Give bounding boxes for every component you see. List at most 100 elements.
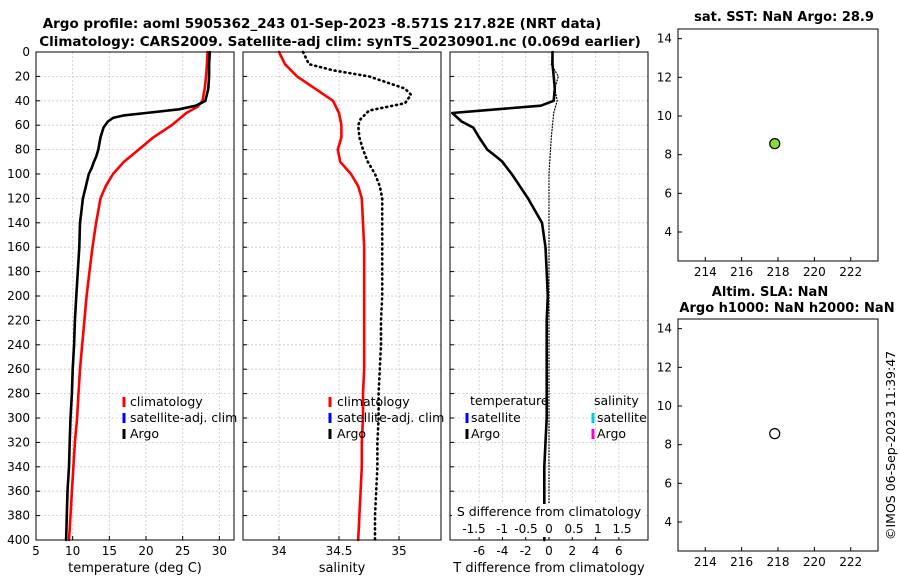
y-tick-label: 14 [657, 322, 672, 336]
y-tick-label: 6 [664, 476, 672, 490]
x-tick-label: 2 [568, 544, 576, 558]
x-axis-label: temperature (deg C) [68, 561, 202, 576]
x-tick-label: 5 [32, 544, 40, 558]
map-title: sat. SST: NaN Argo: 28.9 [694, 10, 874, 25]
data-point [769, 428, 781, 440]
y-tick-label: 180 [7, 265, 30, 279]
legend-title-temperature: temperature [470, 393, 549, 408]
y-tick-label: 6 [664, 186, 672, 200]
series-line-climatology [277, 50, 366, 542]
x-tick-label: -4 [496, 544, 508, 558]
legend-title-salinity: salinity [594, 393, 639, 408]
y-tick-label: 400 [7, 533, 30, 547]
map-title-line1: Altim. SLA: NaN [712, 285, 828, 300]
y-tick-label: 40 [15, 94, 30, 108]
legend-label: Argo [337, 426, 366, 441]
x-tick-label: 216 [730, 265, 753, 279]
y-tick-label: 220 [7, 313, 30, 327]
x-tick-label: 220 [803, 555, 826, 569]
legend-label: satellite [471, 410, 521, 425]
y-tick-label: 200 [7, 289, 30, 303]
x-tick-label: 214 [694, 265, 717, 279]
y-tick-label: 320 [7, 435, 30, 449]
y-tick-label: 8 [664, 438, 672, 452]
x-tick-label: 218 [767, 265, 790, 279]
data-point [769, 138, 781, 150]
y-tick-label: 10 [657, 109, 672, 123]
secondary-tick-label: -1.5 [462, 522, 485, 536]
y-tick-label: 12 [657, 70, 672, 84]
secondary-tick-label: -0.5 [514, 522, 537, 536]
y-tick-label: 260 [7, 362, 30, 376]
figure-title-line2: Climatology: CARS2009. Satellite-adj cli… [39, 34, 641, 50]
x-tick-label: 222 [839, 265, 862, 279]
y-tick-label: 60 [15, 118, 30, 132]
y-tick-label: 20 [15, 69, 30, 83]
secondary-tick-label: 0.5 [564, 522, 583, 536]
map-title-line2: Argo h1000: NaN h2000: NaN [679, 301, 894, 316]
x-axis-label: salinity [319, 561, 366, 576]
y-tick-label: 0 [22, 45, 30, 59]
x-tick-label: 6 [615, 544, 623, 558]
x-tick-label: 34.5 [326, 544, 353, 558]
difference-panel: -6 -4 -2 0 2 4 6 T difference from climatology t… [449, 50, 649, 576]
secondary-tick-label: 0 [545, 522, 553, 536]
x-tick-label: 20 [138, 544, 153, 558]
x-tick-label: 222 [839, 555, 862, 569]
x-tick-label: 15 [102, 544, 117, 558]
x-tick-label: 10 [65, 544, 80, 558]
secondary-tick-label: -1 [496, 522, 508, 536]
x-tick-label: 34 [271, 544, 286, 558]
y-tick-label: 100 [7, 167, 30, 181]
x-tick-label: 220 [803, 265, 826, 279]
legend-label: satellite-adj. clim [130, 410, 237, 425]
x-tick-label: 216 [730, 555, 753, 569]
x-tick-label: 25 [175, 544, 190, 558]
legend-label: satellite [597, 410, 647, 425]
legend-label: Argo [130, 426, 159, 441]
temperature-panel: 0 20 40 60 80 100 120 140 160 180 200 220 240 260 280 3… [7, 45, 237, 576]
sat-sst-panel: 4 6 8 10 12 14 214 216 218 220 222 sat. SST: NaN Ar… [657, 10, 879, 279]
y-tick-label: 4 [664, 515, 672, 529]
altim-sla-panel: 4 6 8 10 12 14 214 216 218 220 222 Altim. SLA: NaNA… [657, 285, 895, 569]
y-tick-label: 120 [7, 191, 30, 205]
series-line-s-diff [548, 51, 559, 541]
x-tick-label: 30 [212, 544, 227, 558]
y-tick-label: 340 [7, 460, 30, 474]
x-tick-label: 214 [694, 555, 717, 569]
figure-title-line1: Argo profile: aoml 5905362_243 01-Sep-20… [43, 16, 602, 32]
y-tick-label: 360 [7, 484, 30, 498]
x-tick-label: 4 [592, 544, 600, 558]
legend-label: Argo [597, 426, 626, 441]
y-tick-label: 8 [664, 148, 672, 162]
salinity-panel: 34 34.5 35 salinity climatologysatellite-adj… [242, 50, 444, 576]
legend-label: climatology [130, 394, 203, 409]
timestamp: ©IMOS 06-Sep-2023 11:39:47 [883, 351, 898, 540]
series-line-argo [64, 50, 212, 542]
x-axis-label: T difference from climatology [452, 561, 645, 576]
secondary-tick-label: 1 [594, 522, 602, 536]
series-line-t-diff [451, 50, 557, 542]
y-tick-label: 380 [7, 509, 30, 523]
y-tick-label: 280 [7, 387, 30, 401]
y-tick-label: 14 [657, 32, 672, 46]
y-tick-label: 240 [7, 338, 30, 352]
legend-label: satellite-adj. clim [337, 410, 444, 425]
y-tick-label: 140 [7, 216, 30, 230]
legend-label: climatology [337, 394, 410, 409]
x-tick-label: 0 [545, 544, 553, 558]
x-tick-label: 218 [767, 555, 790, 569]
y-tick-label: 80 [15, 143, 30, 157]
series-line-argo [301, 50, 413, 542]
y-tick-label: 160 [7, 240, 30, 254]
x-tick-label: -6 [473, 544, 485, 558]
y-tick-label: 10 [657, 399, 672, 413]
secondary-axis-label: S difference from climatology [457, 504, 642, 519]
legend-label: Argo [471, 426, 500, 441]
y-tick-label: 300 [7, 411, 30, 425]
x-tick-label: -2 [520, 544, 532, 558]
y-tick-label: 4 [664, 225, 672, 239]
y-tick-label: 12 [657, 360, 672, 374]
x-tick-label: 35 [391, 544, 406, 558]
